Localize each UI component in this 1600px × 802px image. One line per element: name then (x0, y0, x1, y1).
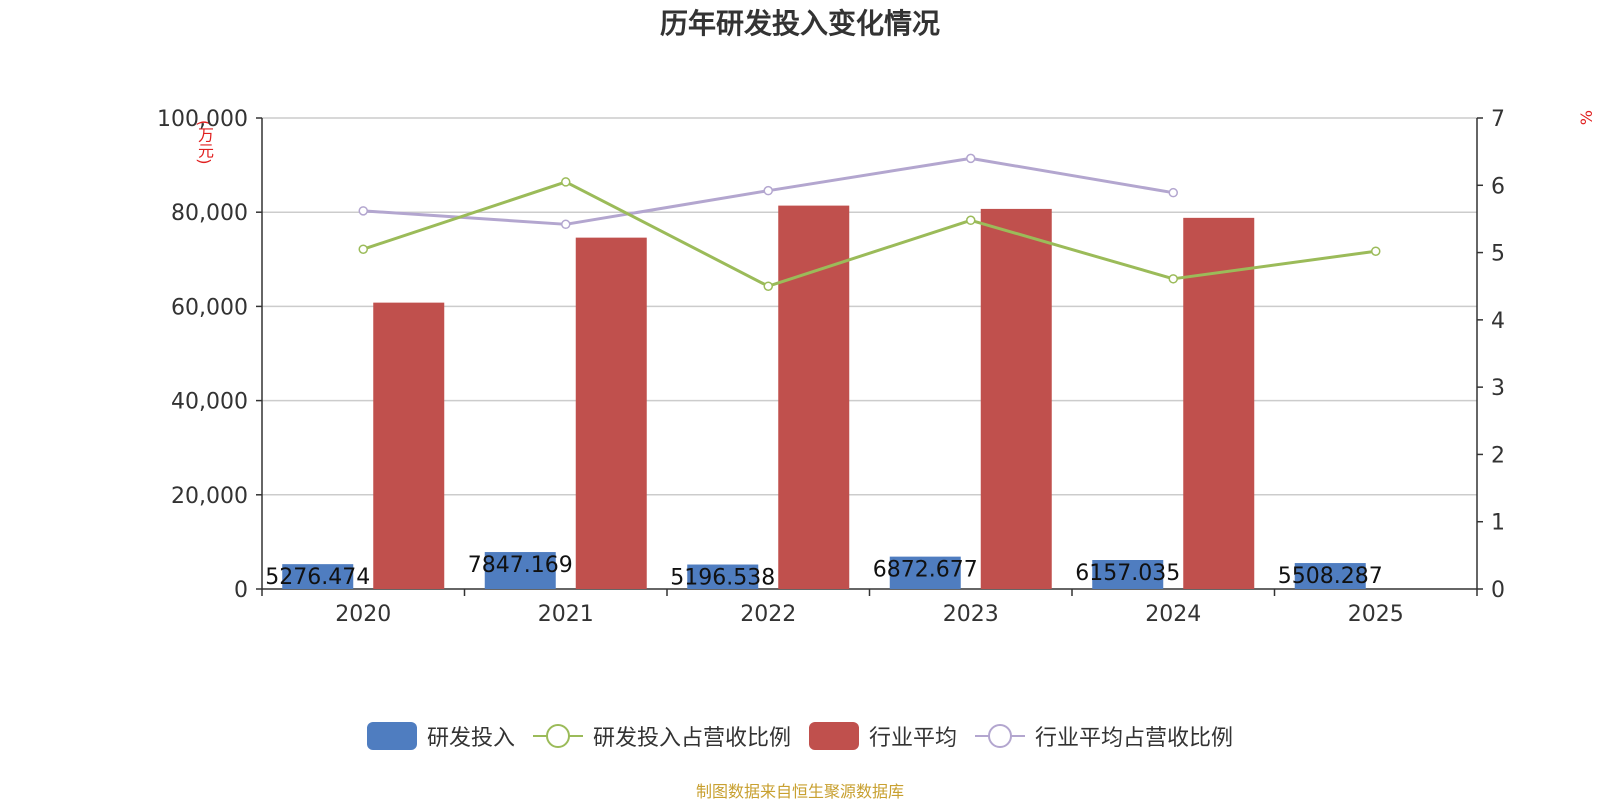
right-axis-tick-label: 4 (1491, 309, 1505, 334)
left-axis-tick-label: 20,000 (171, 484, 248, 509)
legend-swatch-industry-ratio (975, 722, 1026, 750)
legend-swatch-rd (366, 722, 417, 750)
bar-industry-average (575, 237, 647, 589)
data-label-rd-investment: 5196.538 (670, 566, 775, 591)
point-industry-ratio (763, 185, 773, 196)
point-rd-ratio (763, 281, 773, 291)
line-rd-ratio (362, 180, 1376, 288)
left-axis-tick-label: 60,000 (171, 295, 248, 320)
legend-item-rd-ratio[interactable]: 研发投入占营收比例 (532, 720, 791, 752)
bar-rd-investment (1294, 563, 1366, 589)
x-axis-tick-label: 2025 (1348, 602, 1404, 627)
legend-label-industry: 行业平均 (869, 726, 958, 751)
bar-industry-average (1183, 217, 1255, 590)
bar-rd-investment (282, 564, 354, 589)
bar-rd-investment (687, 564, 759, 589)
bar-industry-average (980, 208, 1052, 589)
point-industry-ratio (358, 206, 368, 216)
legend-label-rd: 研发投入 (426, 726, 515, 751)
data-label-rd-investment: 5276.474 (265, 565, 370, 590)
point-rd-ratio (1371, 246, 1381, 256)
chart-title: 历年研发投入变化情况 (659, 7, 940, 40)
right-axis-tick-label: 0 (1491, 578, 1505, 603)
left-axis-tick-label: 0 (234, 578, 248, 603)
legend-item-industry[interactable]: 行业平均 (809, 720, 957, 752)
left-axis-unit: (万元) (195, 120, 214, 165)
bar-rd-investment (1092, 560, 1164, 589)
data-source-note: 制图数据来自恒生聚源数据库 (695, 782, 904, 801)
right-axis-tick-label: 6 (1491, 174, 1505, 199)
x-axis-tick-label: 2023 (943, 602, 999, 627)
bar-rd-investment (889, 556, 961, 589)
legend-swatch-rd-ratio (532, 722, 583, 750)
x-axis-tick-label: 2022 (740, 602, 796, 627)
right-axis-tick-label: 1 (1491, 511, 1505, 536)
point-industry-ratio (966, 153, 976, 164)
data-label-rd-investment: 5508.287 (1278, 564, 1383, 589)
point-rd-ratio (561, 177, 571, 187)
bar-industry-average (373, 302, 445, 589)
bar-rd-investment (484, 552, 556, 589)
right-axis-tick-label: 2 (1491, 443, 1505, 468)
left-axis-tick-label: 80,000 (171, 201, 248, 226)
left-axis-tick-label: 100,000 (157, 107, 248, 132)
point-rd-ratio (1168, 274, 1178, 284)
x-axis-tick-label: 2024 (1145, 602, 1201, 627)
point-rd-ratio (966, 215, 976, 226)
point-industry-ratio (561, 219, 571, 230)
legend-item-industry-ratio[interactable]: 行业平均占营收比例 (975, 720, 1233, 752)
data-label-rd-investment: 6157.035 (1075, 561, 1180, 586)
right-axis-tick-label: 5 (1491, 242, 1505, 267)
legend-label-rd-ratio: 研发投入占营收比例 (592, 726, 791, 751)
chart-plot: 0 20,000 40,000 60,000 80,000 100,000 0 1 2 3 4 5 6 7… (157, 107, 1505, 627)
right-axis-tick-label: 7 (1491, 107, 1505, 132)
data-label-rd-investment: 6872.677 (873, 558, 978, 583)
data-label-rd-investment: 7847.169 (468, 553, 573, 578)
chart-legend: 研发投入 研发投入占营收比例 行业平均 行业平均占营收比例 (0, 718, 1600, 754)
legend-swatch-industry (809, 722, 859, 750)
x-axis-tick-label: 2020 (335, 602, 391, 627)
x-axis-tick-label: 2021 (538, 602, 594, 627)
point-industry-ratio (1168, 187, 1178, 198)
point-rd-ratio (358, 244, 368, 254)
legend-label-industry-ratio: 行业平均占营收比例 (1035, 726, 1234, 751)
legend-item-rd[interactable]: 研发投入 (366, 720, 515, 752)
left-axis-tick-label: 40,000 (171, 390, 248, 415)
right-axis-tick-label: 3 (1491, 376, 1505, 401)
bar-industry-average (778, 205, 850, 589)
